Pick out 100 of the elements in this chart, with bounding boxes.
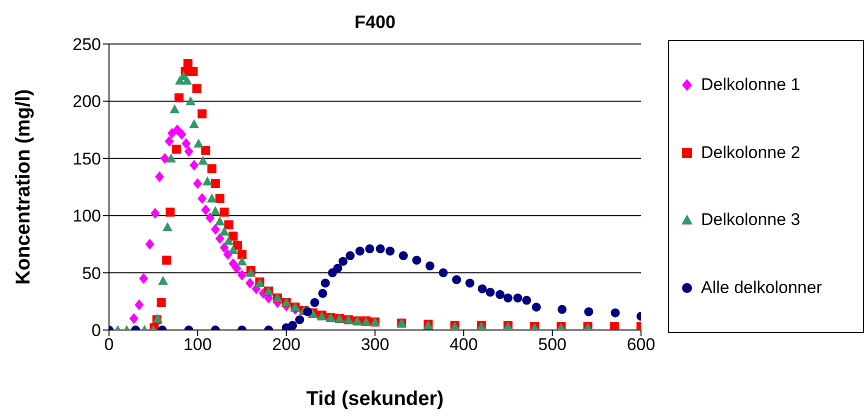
x-axis-title: Tid (sekunder) (305, 388, 445, 411)
point (190, 160, 199, 171)
point (210, 206, 220, 216)
point (207, 164, 216, 174)
point (355, 246, 364, 256)
point (303, 307, 312, 316)
point (198, 109, 207, 118)
point (194, 138, 204, 148)
point (237, 256, 247, 266)
point (386, 246, 395, 256)
y-tick-label: 0 (92, 321, 101, 340)
point (182, 138, 191, 149)
point (206, 212, 215, 224)
point (376, 244, 385, 254)
point (496, 290, 505, 300)
legend-label: Delkolonne 1 (701, 74, 800, 95)
point (233, 240, 242, 250)
point (504, 293, 512, 302)
x-tick-label: 100 (183, 335, 212, 354)
point (532, 302, 541, 312)
point (182, 76, 192, 85)
point (192, 84, 202, 94)
x-tick-label: 400 (449, 335, 478, 354)
x-tick-label: 500 (538, 335, 567, 354)
point (166, 208, 175, 217)
y-tick-label: 50 (82, 264, 101, 283)
point (202, 176, 212, 186)
y-axis-title: Koncentration (mg/l) (12, 89, 36, 285)
point (398, 251, 408, 260)
point (189, 119, 200, 128)
point (610, 322, 619, 330)
point (238, 250, 246, 259)
point (425, 261, 434, 270)
point (318, 288, 328, 298)
point (150, 208, 160, 219)
point (522, 296, 532, 305)
point (177, 128, 186, 140)
point (412, 256, 422, 265)
legend-label: Delkolonne 2 (701, 142, 800, 163)
point (206, 193, 217, 202)
point (478, 284, 487, 294)
point (162, 222, 172, 232)
point (198, 193, 207, 204)
point (134, 299, 144, 310)
point (338, 256, 348, 266)
point (155, 171, 164, 182)
legend-label: Alle delkolonner (701, 278, 822, 298)
point (310, 298, 320, 308)
point (174, 93, 184, 102)
point (365, 244, 374, 254)
y-tick-label: 150 (72, 149, 101, 168)
point (295, 315, 304, 324)
x-tick-label: 600 (626, 335, 656, 354)
point (465, 278, 474, 288)
point (172, 144, 181, 154)
point (452, 275, 462, 284)
point (333, 264, 342, 273)
chart-title: F400 (353, 12, 397, 33)
point (160, 153, 170, 164)
point (513, 293, 522, 302)
point (486, 288, 495, 297)
point (215, 194, 224, 203)
point (610, 308, 620, 318)
point (228, 232, 238, 241)
y-tick-label: 100 (72, 206, 101, 226)
point (214, 216, 225, 226)
point (210, 224, 220, 235)
point (210, 179, 220, 188)
point (220, 208, 229, 217)
point (198, 156, 208, 165)
point (220, 242, 229, 254)
point (170, 104, 180, 114)
point (245, 278, 254, 288)
point (162, 256, 172, 265)
point (558, 304, 567, 314)
point (164, 136, 174, 147)
point (145, 238, 154, 250)
x-tick-label: 0 (104, 335, 114, 354)
point (219, 226, 230, 236)
point (238, 270, 246, 280)
point (188, 66, 198, 76)
point (158, 276, 168, 285)
point (224, 236, 234, 245)
point (139, 273, 148, 284)
point (201, 204, 210, 216)
point (193, 178, 202, 189)
point (224, 220, 234, 230)
point (186, 96, 196, 106)
point (166, 153, 176, 162)
legend-label: Delkolonne 3 (701, 210, 800, 230)
point (184, 146, 194, 157)
point (232, 262, 242, 274)
y-tick-label: 250 (72, 35, 101, 54)
point (346, 251, 355, 260)
point (320, 278, 330, 288)
point (215, 233, 224, 244)
point (183, 58, 192, 68)
x-tick-label: 300 (360, 335, 390, 354)
point (167, 128, 176, 139)
point (288, 320, 298, 330)
